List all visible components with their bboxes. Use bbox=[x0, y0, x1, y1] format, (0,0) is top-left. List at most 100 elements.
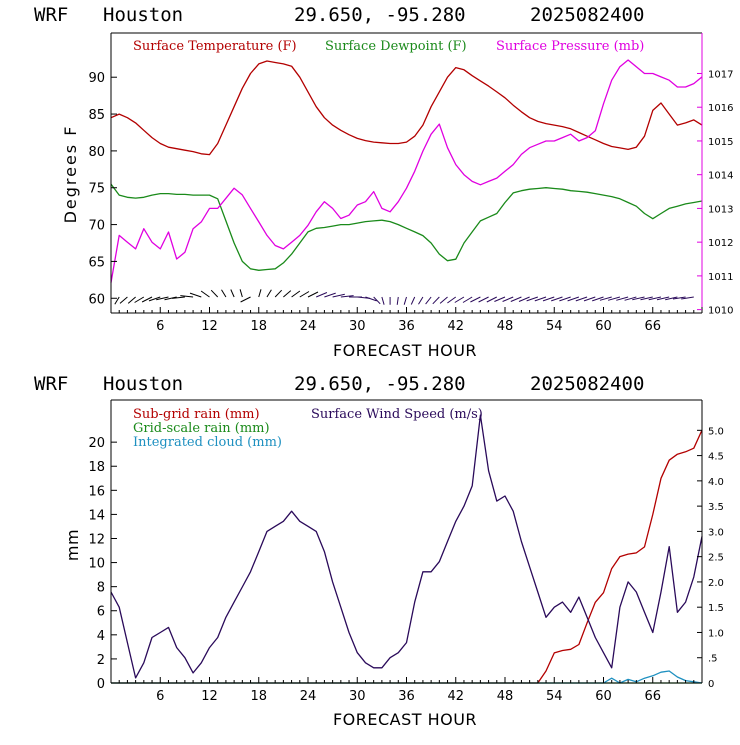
panel1-plot: Surface Temperature (F) Surface Dewpoint… bbox=[61, 33, 733, 360]
y2-tick-label: 1.5 bbox=[708, 603, 724, 614]
series-line-surface-dewpoint-f bbox=[111, 184, 702, 270]
x-tick-label: 48 bbox=[497, 319, 514, 334]
y2-tick-label: 1012 bbox=[708, 238, 733, 249]
panel1-legend: Surface Temperature (F) Surface Dewpoint… bbox=[133, 39, 644, 54]
wind-barb bbox=[292, 291, 300, 297]
legend-subgrid-rain: Sub-grid rain (mm) bbox=[133, 407, 260, 422]
panel2-plot: Sub-grid rain (mm) Grid-scale rain (mm) … bbox=[63, 400, 724, 729]
wind-barb bbox=[447, 297, 455, 303]
y2-tick-label: 1011 bbox=[708, 272, 733, 283]
wind-barbs bbox=[115, 289, 694, 305]
wind-barb bbox=[267, 290, 271, 297]
y-tick-label: 4 bbox=[97, 629, 105, 644]
y-tick-label: 85 bbox=[88, 108, 105, 123]
y2-tick-label: 1017 bbox=[708, 69, 733, 80]
y2-tick-label: 2.0 bbox=[708, 578, 724, 589]
wind-barb bbox=[120, 297, 127, 303]
wind-barb bbox=[142, 297, 152, 302]
wind-barb bbox=[275, 290, 282, 297]
panel2-series bbox=[111, 415, 702, 683]
panel2-location: Houston bbox=[103, 373, 183, 395]
wind-barb bbox=[419, 297, 423, 304]
x-tick-label: 60 bbox=[595, 319, 612, 334]
wind-barb bbox=[433, 297, 440, 304]
wind-barb bbox=[222, 290, 226, 297]
x-tick-label: 12 bbox=[201, 689, 218, 704]
y-tick-label: 60 bbox=[88, 292, 105, 307]
x-tick-label: 54 bbox=[546, 689, 563, 704]
x-tick-label: 12 bbox=[201, 319, 218, 334]
wind-barb bbox=[201, 291, 209, 297]
series-line-sub-grid-rain-mm bbox=[111, 430, 702, 683]
y2-tick-label: 4.0 bbox=[708, 477, 724, 488]
wind-barb bbox=[240, 289, 242, 297]
y-tick-label: 8 bbox=[97, 581, 105, 596]
x-tick-label: 54 bbox=[546, 319, 563, 334]
y-tick-label: 6 bbox=[97, 605, 105, 620]
x-tick-label: 36 bbox=[398, 689, 415, 704]
y2-tick-label: 1.0 bbox=[708, 628, 724, 639]
panel1-coords: 29.650, -95.280 bbox=[294, 4, 466, 26]
y2-tick-label: 4.5 bbox=[708, 452, 724, 463]
y-tick-label: 90 bbox=[88, 71, 105, 86]
y-tick-label: 80 bbox=[88, 145, 105, 160]
y2-tick-label: 3.0 bbox=[708, 527, 724, 538]
y-tick-label: 14 bbox=[88, 508, 105, 523]
y2-tick-label: 1014 bbox=[708, 171, 733, 182]
wind-barb bbox=[259, 289, 261, 297]
y-tick-label: 0 bbox=[97, 677, 105, 692]
x-tick-label: 60 bbox=[595, 689, 612, 704]
y-tick-label: 65 bbox=[88, 255, 105, 270]
y2-tick-label: .5 bbox=[708, 654, 718, 665]
wind-barb bbox=[283, 291, 290, 297]
wind-barb bbox=[231, 290, 234, 298]
x-tick-label: 6 bbox=[156, 319, 164, 334]
panel2-xlabel: FORECAST HOUR bbox=[333, 710, 477, 729]
series-line-surface-wind-speed-m-s bbox=[111, 415, 702, 678]
wind-barb bbox=[411, 297, 414, 305]
panel1-xlabel: FORECAST HOUR bbox=[333, 341, 477, 360]
panel1-model: WRF bbox=[34, 4, 68, 26]
wind-barb bbox=[241, 297, 251, 302]
x-tick-label: 48 bbox=[497, 689, 514, 704]
y2-tick-label: 1010 bbox=[708, 306, 733, 317]
panel2-ylabel: mm bbox=[63, 529, 82, 561]
x-tick-label: 30 bbox=[349, 319, 366, 334]
y2-tick-label: 1015 bbox=[708, 137, 733, 148]
y2-tick-label: 1013 bbox=[708, 204, 733, 215]
panel2-header: WRF Houston 29.650, -95.280 2025082400 bbox=[34, 373, 644, 395]
y-tick-label: 20 bbox=[88, 436, 105, 451]
x-tick-label: 42 bbox=[447, 689, 464, 704]
x-tick-label: 24 bbox=[300, 689, 317, 704]
wind-barb bbox=[308, 292, 318, 297]
y2-tick-label: 3.5 bbox=[708, 502, 724, 513]
panel1-series bbox=[111, 60, 702, 283]
y-tick-label: 10 bbox=[88, 557, 105, 572]
x-tick-label: 6 bbox=[156, 689, 164, 704]
x-tick-label: 42 bbox=[447, 319, 464, 334]
y-tick-label: 12 bbox=[88, 532, 105, 547]
panel1-location: Houston bbox=[103, 4, 183, 26]
x-tick-label: 30 bbox=[349, 689, 366, 704]
panel2-legend: Sub-grid rain (mm) Grid-scale rain (mm) … bbox=[133, 407, 483, 450]
legend-surface-temperature: Surface Temperature (F) bbox=[133, 39, 297, 54]
x-tick-label: 24 bbox=[300, 319, 317, 334]
y2-tick-label: 1016 bbox=[708, 103, 733, 114]
x-tick-label: 18 bbox=[250, 689, 267, 704]
panel1-date: 2025082400 bbox=[530, 4, 644, 26]
panel2-date: 2025082400 bbox=[530, 373, 644, 395]
wind-barb bbox=[455, 297, 464, 303]
wind-barb bbox=[397, 297, 398, 305]
panel2-model: WRF bbox=[34, 373, 68, 395]
x-tick-label: 66 bbox=[644, 689, 661, 704]
legend-surface-dewpoint: Surface Dewpoint (F) bbox=[325, 39, 467, 54]
wind-barb bbox=[426, 297, 432, 304]
wind-barb bbox=[128, 297, 135, 303]
legend-surface-wind-speed: Surface Wind Speed (m/s) bbox=[311, 407, 483, 422]
y-tick-label: 70 bbox=[88, 219, 105, 234]
series-line-surface-temperature-f bbox=[111, 61, 702, 155]
y2-tick-label: 5.0 bbox=[708, 426, 724, 437]
panel1-header: WRF Houston 29.650, -95.280 2025082400 bbox=[34, 4, 644, 26]
